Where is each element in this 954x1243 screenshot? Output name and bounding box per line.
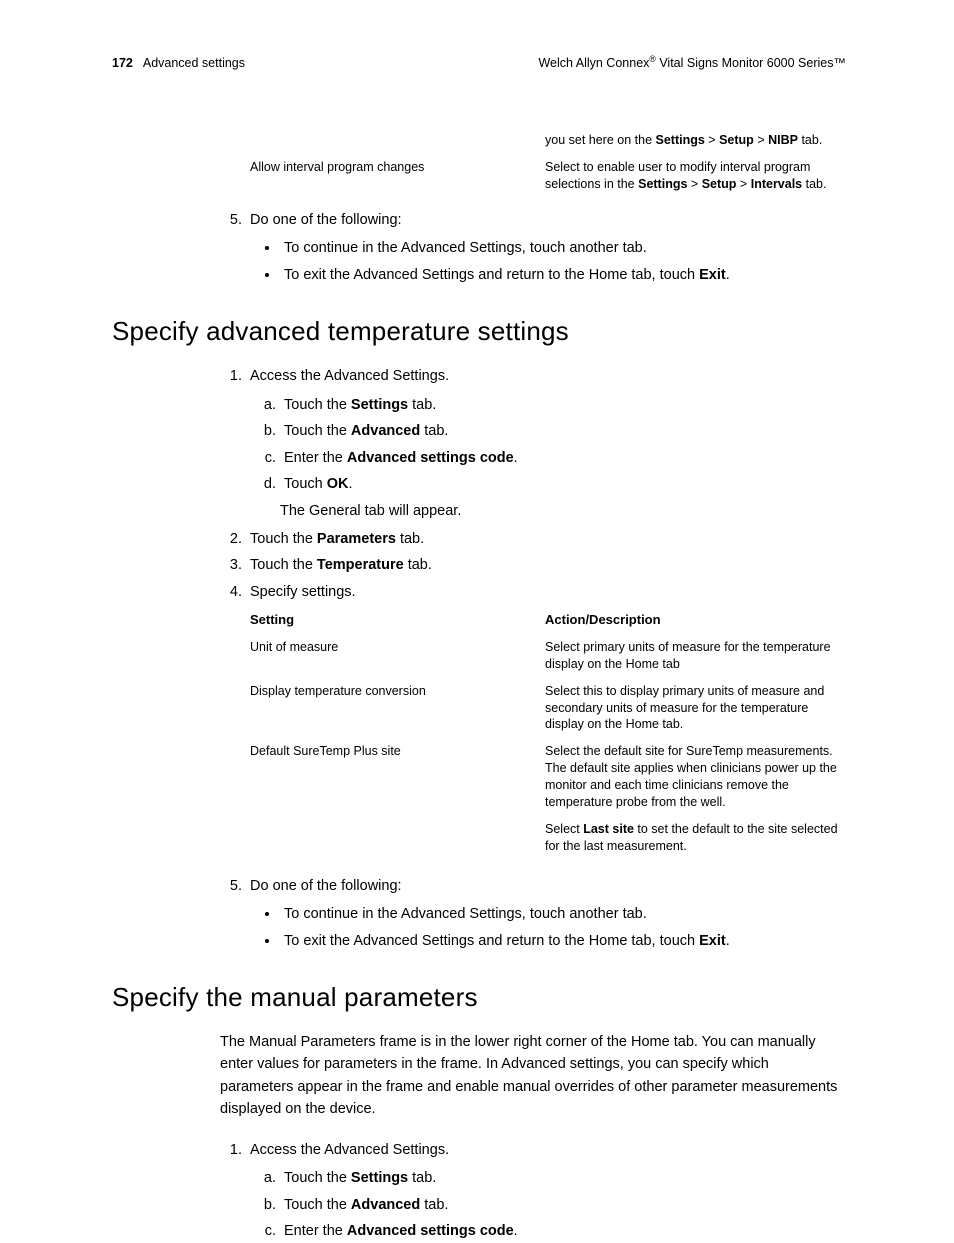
table-row: Default SureTemp Plus site Select the de…	[250, 743, 846, 854]
manual-content: The Manual Parameters frame is in the lo…	[220, 1031, 846, 1243]
action-para: Select the default site for SureTemp mea…	[545, 743, 846, 811]
sub-list: Touch the Settings tab. Touch the Advanc…	[250, 1167, 846, 1242]
step-lead: Specify settings.	[250, 584, 356, 600]
section-heading-manual: Specify the manual parameters	[112, 982, 846, 1013]
step-list: Do one of the following: To continue in …	[220, 209, 846, 286]
header-cell: Setting	[250, 611, 525, 629]
action-cell: Select the default site for SureTemp mea…	[545, 743, 846, 854]
sub-item: Touch the Advanced tab.	[280, 420, 846, 442]
action-para: Select Last site to set the default to t…	[545, 821, 846, 855]
list-item: Do one of the following: To continue in …	[246, 875, 846, 952]
intro-paragraph: The Manual Parameters frame is in the lo…	[220, 1031, 846, 1121]
document-page: 172 Advanced settings Welch Allyn Connex…	[0, 0, 954, 1235]
table-row: Display temperature conversion Select th…	[250, 683, 846, 734]
bullet-list: To continue in the Advanced Settings, to…	[250, 903, 846, 952]
sub-list: Touch the Settings tab. Touch the Advanc…	[250, 394, 846, 496]
header-left: 172 Advanced settings	[112, 56, 245, 70]
section-name: Advanced settings	[143, 56, 245, 70]
step-lead: Access the Advanced Settings.	[250, 368, 449, 384]
bullet-item: To exit the Advanced Settings and return…	[280, 930, 846, 952]
setting-cell	[250, 132, 525, 149]
action-cell: Select to enable user to modify interval…	[545, 159, 846, 193]
bullet-item: To continue in the Advanced Settings, to…	[280, 903, 846, 925]
setting-cell: Default SureTemp Plus site	[250, 743, 525, 854]
product-post: Vital Signs Monitor 6000 Series™	[656, 56, 846, 70]
header-cell: Action/Description	[545, 611, 846, 629]
sub-item: Touch OK.	[280, 473, 846, 495]
sub-item: Enter the Advanced settings code.	[280, 447, 846, 469]
list-item: Access the Advanced Settings. Touch the …	[246, 365, 846, 522]
temperature-settings-table: Setting Action/Description Unit of measu…	[250, 611, 846, 864]
table-row: Unit of measure Select primary units of …	[250, 639, 846, 673]
list-item: Specify settings. Setting Action/Descrip…	[246, 581, 846, 865]
nibp-settings-fragment: you set here on the Settings > Setup > N…	[250, 132, 846, 203]
step-result: The General tab will appear.	[280, 500, 846, 522]
bullet-list: To continue in the Advanced Settings, to…	[250, 237, 846, 286]
action-cell: Select this to display primary units of …	[545, 683, 846, 734]
action-cell: Select primary units of measure for the …	[545, 639, 846, 673]
sub-item: Touch the Settings tab.	[280, 1167, 846, 1189]
table-row: you set here on the Settings > Setup > N…	[250, 132, 846, 149]
list-item: Do one of the following: To continue in …	[246, 209, 846, 286]
step-list: Access the Advanced Settings. Touch the …	[220, 365, 846, 952]
list-item: Touch the Temperature tab.	[246, 554, 846, 576]
bullet-item: To continue in the Advanced Settings, to…	[280, 237, 846, 259]
list-item: Access the Advanced Settings. Touch the …	[246, 1139, 846, 1243]
main-content: you set here on the Settings > Setup > N…	[220, 132, 846, 286]
sub-item: Touch the Settings tab.	[280, 394, 846, 416]
sub-item: Enter the Advanced settings code.	[280, 1220, 846, 1242]
step-lead: Do one of the following:	[250, 878, 402, 894]
product-pre: Welch Allyn Connex	[538, 56, 649, 70]
setting-cell: Unit of measure	[250, 639, 525, 673]
page-number: 172	[112, 56, 133, 70]
temperature-content: Access the Advanced Settings. Touch the …	[220, 365, 846, 952]
header-right: Welch Allyn Connex® Vital Signs Monitor …	[538, 54, 846, 70]
step-lead: Do one of the following:	[250, 212, 402, 228]
action-cell: you set here on the Settings > Setup > N…	[545, 132, 846, 149]
section-heading-temperature: Specify advanced temperature settings	[112, 316, 846, 347]
sub-item: Touch the Advanced tab.	[280, 1194, 846, 1216]
setting-cell: Display temperature conversion	[250, 683, 525, 734]
setting-cell: Allow interval program changes	[250, 159, 525, 193]
list-item: Touch the Parameters tab.	[246, 528, 846, 550]
bullet-item: To exit the Advanced Settings and return…	[280, 264, 846, 286]
step-lead: Access the Advanced Settings.	[250, 1142, 449, 1158]
page-header: 172 Advanced settings Welch Allyn Connex…	[112, 54, 846, 70]
table-row: Allow interval program changes Select to…	[250, 159, 846, 193]
table-header-row: Setting Action/Description	[250, 611, 846, 629]
step-list: Access the Advanced Settings. Touch the …	[220, 1139, 846, 1243]
